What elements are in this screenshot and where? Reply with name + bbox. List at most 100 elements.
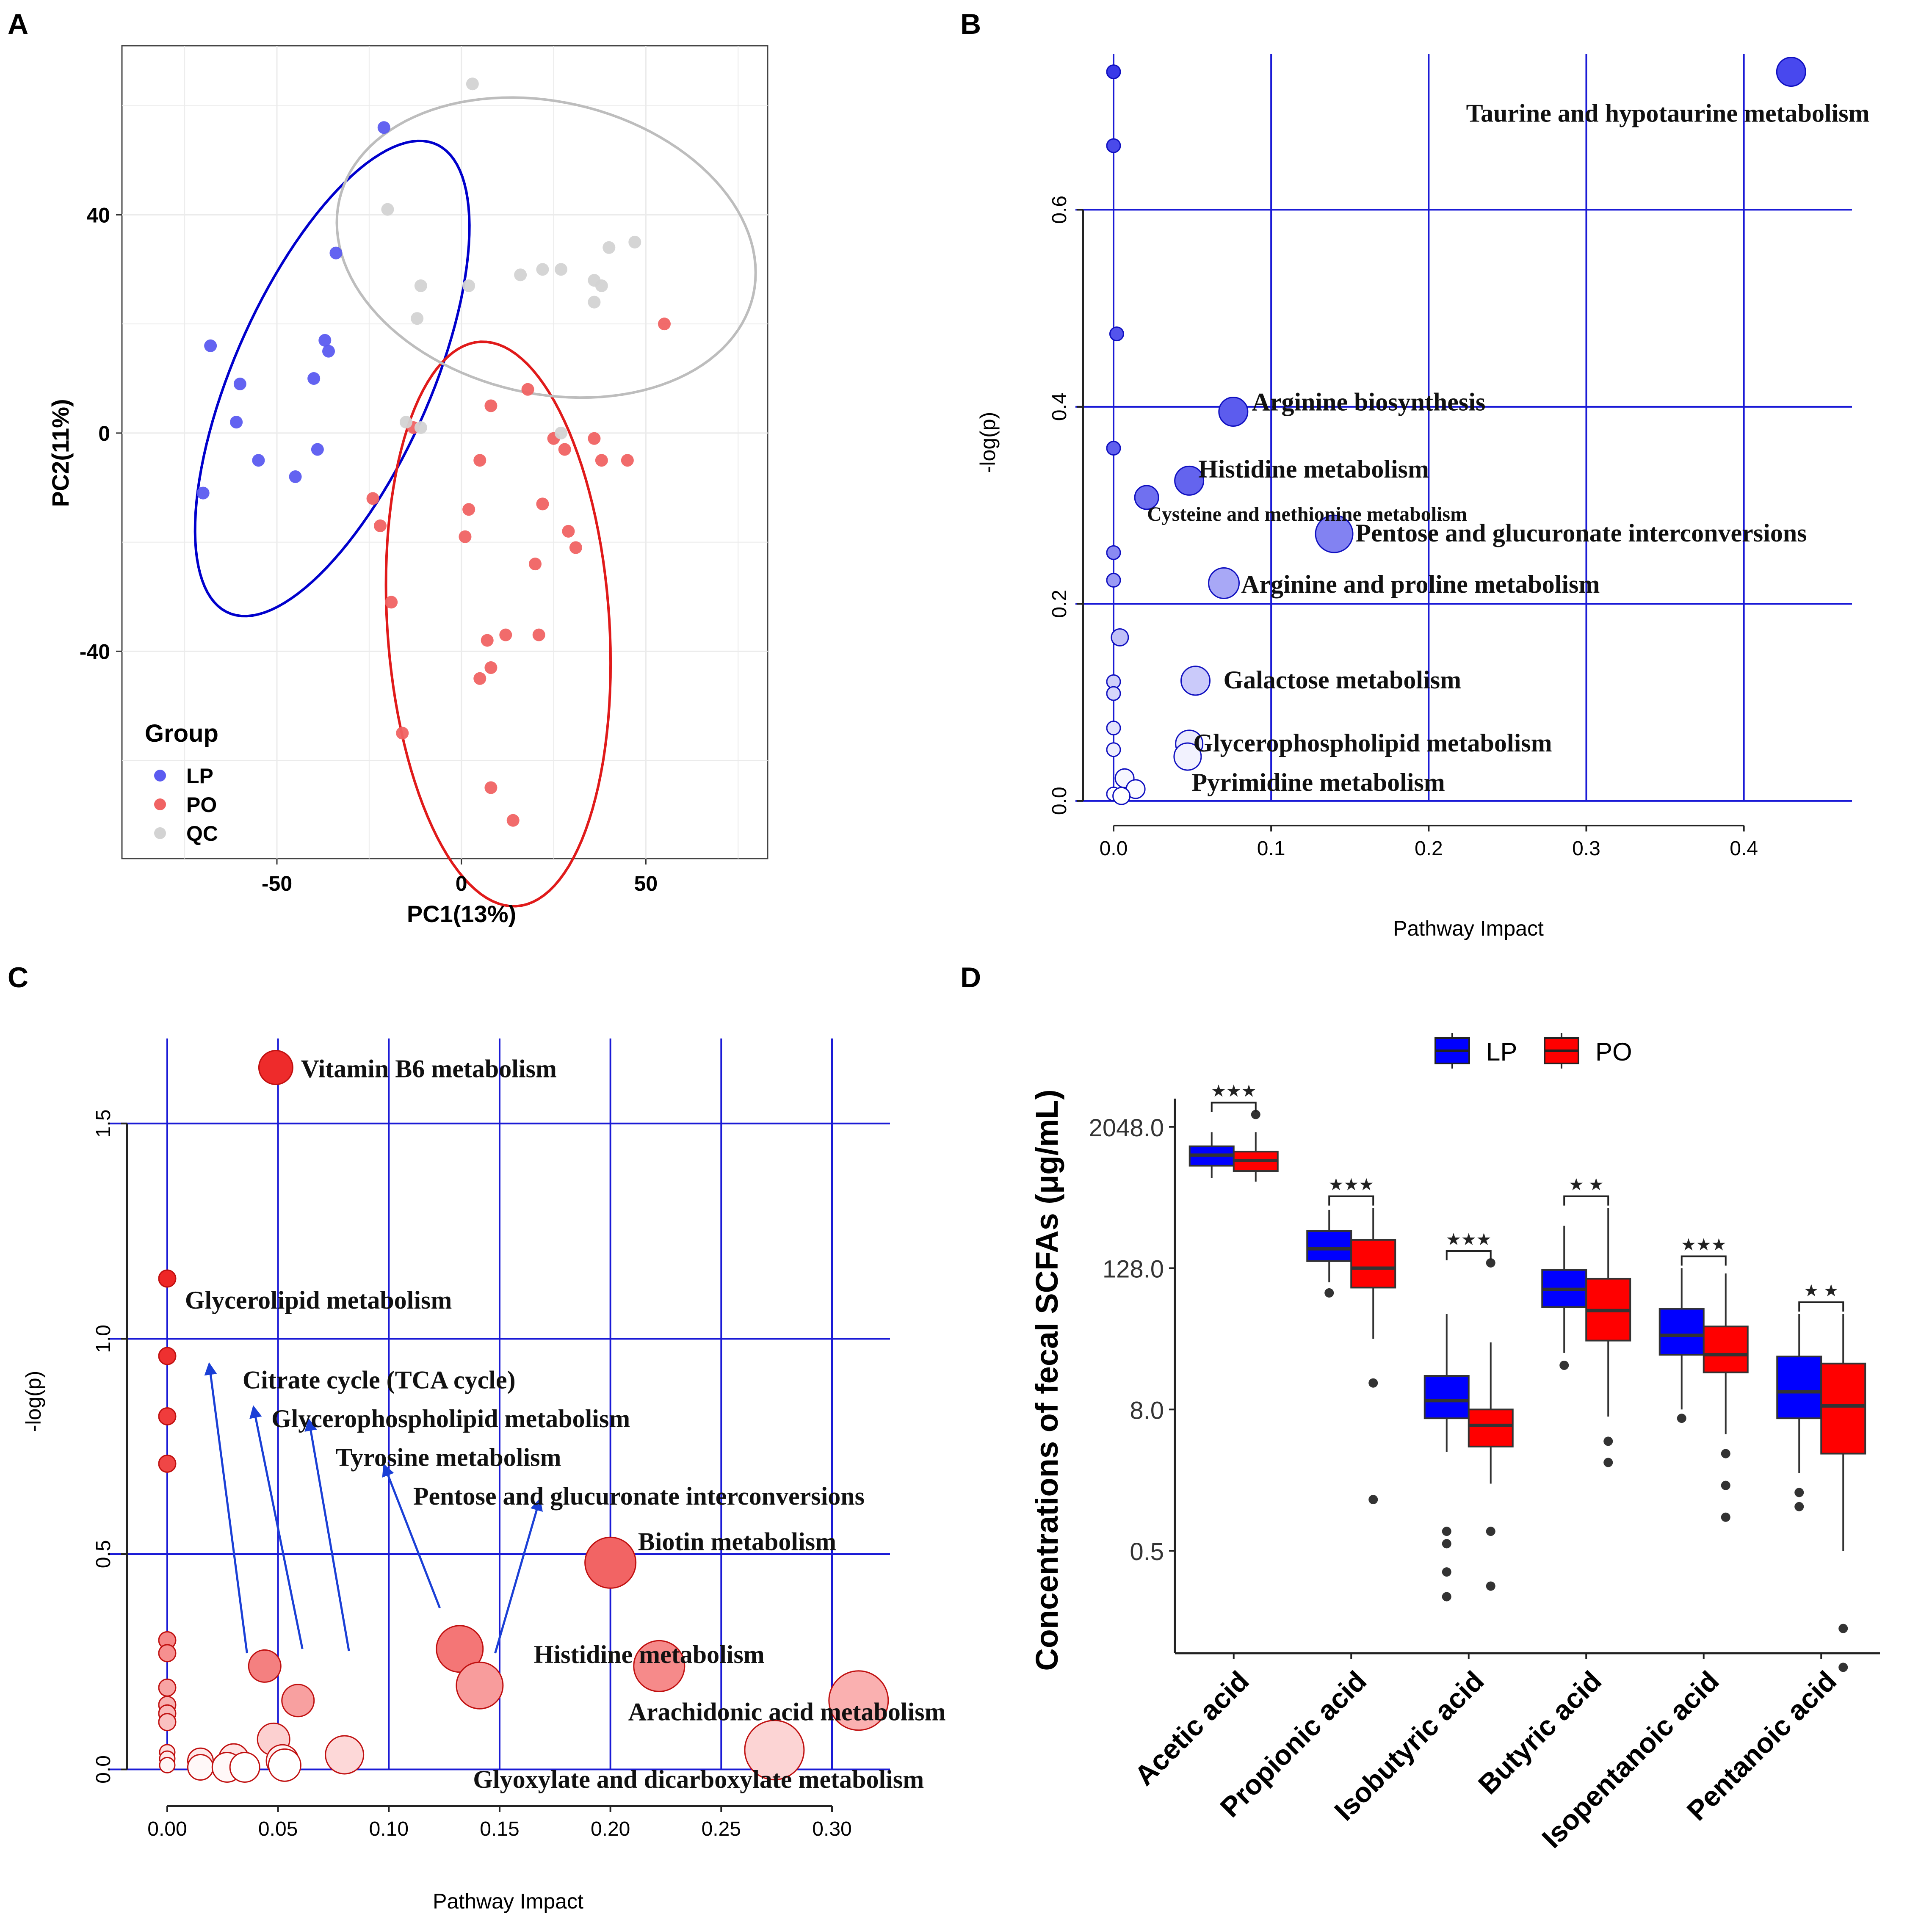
panel-d-y-tick-label: 2048.0 [1089,1114,1164,1142]
panel-a-point-po [366,492,379,505]
panel-c-y-axis-label: -log(p) [22,1371,45,1432]
panel-a-point-po [396,726,409,740]
panel-a-legend-key-po [154,798,166,810]
panel-c-arrow [304,1418,350,1652]
panel-b-point [1134,485,1159,510]
panel-d-legend-label-po: PO [1595,1038,1632,1066]
panel-b-axes: 0.0 0.2 0.4 0.6 0.0 0.1 0.2 0.3 0.4 [1048,196,1758,860]
panel-d-outlier [1442,1567,1451,1577]
panel-c-point-label: Glyoxylate and dicarboxylate metabolism [473,1765,924,1793]
panel-a-point-qc [588,296,601,309]
panel-c-arrows [204,1362,543,1654]
panel-b-point-label: Taurine and hypotaurine metabolism [1466,99,1870,127]
panel-a-legend-key-lp [154,770,166,782]
panel-d-y-tick-label: 128.0 [1103,1256,1164,1283]
panel-d-sig-bracket [1563,1195,1609,1206]
panel-c-point-label: Histidine metabolism [534,1641,765,1668]
panel-c-point [436,1625,484,1673]
panel-a-point-po [481,634,494,647]
panel-a-point-qc [414,421,427,434]
panel-b-point-label: Arginine and proline metabolism [1241,570,1600,598]
panel-c-point [158,1678,177,1697]
panel-a-point-qc [414,279,427,292]
panel-c-x-tick-label: 0.15 [480,1818,519,1840]
panel-b-point [1106,64,1121,80]
panel-b-point [1106,441,1121,456]
panel-a-point-po [521,383,534,396]
panel-a-y-axis-label: PC2(11%) [47,399,74,507]
panel-b-y-tick-label: 0.4 [1048,393,1071,421]
panel-b-point [1106,742,1121,757]
panel-a-point-lp [311,443,324,456]
panel-b-y-tick-label: 0.2 [1048,590,1071,618]
panel-b-point [1109,326,1124,342]
panel-a-point-qc [466,77,479,91]
panel-b-gridlines [1075,54,1852,802]
panel-a-ticks: -50 0 50 -40 0 40 [80,203,658,895]
panel-b-point-label: Pentose and glucuronate interconversions [1355,519,1807,547]
panel-a-y-tick-label: 0 [98,422,110,445]
panel-c-point [158,1713,177,1732]
panel-a-point-po [595,454,608,467]
panel-b-point-labels: Taurine and hypotaurine metabolism Argini… [1147,99,1870,796]
panel-d-legend: LP PO [1434,1033,1632,1069]
panel-c-point [828,1670,889,1731]
panel-a-point-lp [322,345,335,358]
panel-d-axes: 0.5 8.0 128.0 2048.0 [1089,1099,1880,1659]
panel-a-point-po [506,814,520,827]
panel-d-box-po [1820,1362,1866,1455]
panel-d-y-tick-label: 8.0 [1130,1397,1164,1424]
panel-a-point-lp [252,454,265,467]
panel-b-pathway-plot: 0.0 0.2 0.4 0.6 0.0 0.1 0.2 0.3 0.4 Taurine and … [976,54,1870,940]
panel-c-points [158,1050,889,1783]
panel-d-outlier [1721,1480,1730,1490]
panel-a-point-po [562,525,575,538]
panel-a-point-po [484,781,498,794]
panel-d-boxes [1188,1110,1866,1672]
panel-d-box-lp [1776,1356,1822,1420]
panel-c-arrow [204,1362,248,1654]
panel-a-point-qc [603,241,616,254]
panel-a-pca-plot: -50 0 50 -40 0 40 PC1(13%) PC2(11%) Group LP … [47,45,768,927]
panel-d-sig-bracket [1211,1102,1257,1112]
panel-a-legend-label-po: PO [186,793,217,817]
panel-a-point-po [658,318,671,331]
panel-b-point-label: Arginine biosynthesis [1252,388,1486,416]
panel-a-point-po [374,519,387,532]
panel-a-point-po [462,503,475,516]
panel-b-point [1218,397,1249,427]
panel-c-y-tick-label: 1.5 [92,1109,115,1138]
panel-b-point [1106,721,1121,736]
panel-b-x-axis-label: Pathway Impact [1393,917,1544,940]
panel-d-legend-label-lp: LP [1486,1038,1517,1066]
panel-c-y-tick-label: 0.0 [92,1755,115,1784]
panel-d-outlier [1677,1414,1686,1423]
panel-a-point-po [385,596,398,609]
panel-c-axes: 0.0 0.5 1.0 1.5 0.00 0.05 0.10 0.15 0.20 0.25 0.30 [92,1109,852,1840]
panel-a-grid [122,46,768,859]
panel-d-sig-stars: ★ ★ [1569,1176,1604,1194]
panel-b-point-label: Galactose metabolism [1224,666,1462,694]
panel-b-point [1174,465,1205,496]
panel-b-x-tick-label: 0.1 [1257,837,1285,860]
panel-d-sig-bracket [1446,1250,1492,1260]
panel-c-point [281,1684,315,1718]
panel-d-outlier [1838,1624,1848,1633]
panel-a-point-qc [381,203,394,216]
panel-d-significance: ★★★ ★★★ ★★★ ★ ★ ★★★ ★ ★ [1211,1082,1844,1312]
panel-a-point-lp [307,372,321,385]
panel-c-point [248,1649,282,1683]
panel-a-legend: Group LP PO QC [145,720,218,845]
panel-a-point-lp [233,377,246,390]
panel-b-point-label: Histidine metabolism [1198,455,1429,483]
panel-a-point-po [569,541,582,554]
panel-a-x-axis-label: PC1(13%) [407,900,516,927]
panel-d-y-tick-label: 0.5 [1130,1538,1164,1566]
panel-c-point [158,1454,177,1473]
panel-a-point-qc [628,235,641,249]
panel-c-point [158,1347,177,1365]
panel-a-point-po [558,443,571,456]
panel-a-ellipses [193,96,757,908]
panel-a-point-qc [555,426,567,439]
panel-c-point [268,1748,301,1782]
